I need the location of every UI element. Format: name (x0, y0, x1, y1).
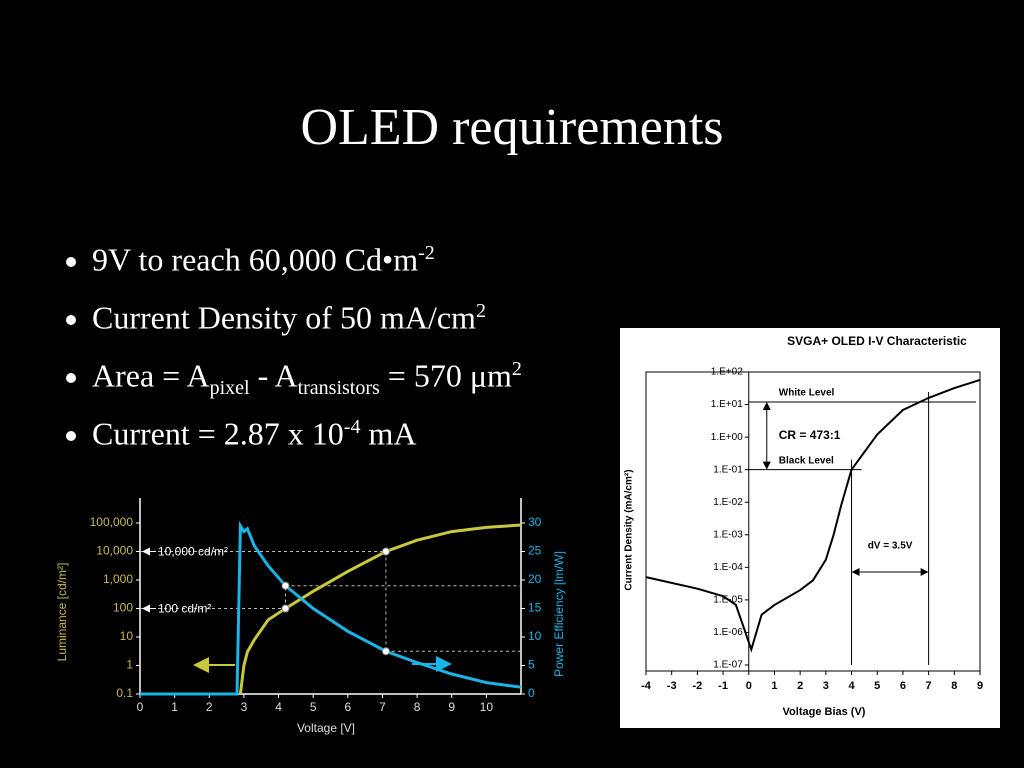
y2-tick-label: 30 (528, 515, 542, 529)
y-tick-label: 10 (120, 629, 134, 643)
y-tick-label: 1.E+01 (711, 399, 743, 410)
series-line (238, 523, 522, 695)
level-label: Black Level (779, 455, 834, 466)
y-tick-label: 1.E-07 (713, 660, 743, 671)
point-marker (381, 547, 390, 556)
y-tick-label: 1.E-03 (713, 529, 743, 540)
y-axis-label: Luminance [cd/m²] (55, 563, 69, 662)
point-marker (281, 581, 290, 590)
x-tick-label: -4 (641, 680, 652, 692)
level-label: White Level (779, 388, 835, 399)
bullet-sup: -2 (418, 242, 435, 264)
bullet-sub: transistors (297, 377, 380, 400)
bullet-text: Current = 2.87 x 10 (92, 415, 344, 452)
x-tick-label: 1 (771, 680, 777, 692)
x-tick-label: 4 (275, 700, 282, 714)
x-tick-label: 9 (448, 700, 455, 714)
x-axis-label: Voltage [V] (297, 721, 355, 735)
slide-title: OLED requirements (300, 99, 724, 156)
plot-frame (645, 371, 981, 672)
x-tick-label: 0 (746, 680, 752, 692)
dv-label: dV = 3.5V (868, 541, 913, 552)
x-tick-label: 1 (171, 700, 178, 714)
x-tick-label: -2 (692, 680, 702, 692)
y-tick-label: 1,000 (103, 572, 133, 586)
y-tick-label: 1.E-01 (713, 464, 743, 475)
y2-tick-label: 25 (528, 544, 542, 558)
x-tick-label: 7 (926, 680, 932, 692)
y2-tick-label: 10 (528, 629, 542, 643)
y2-tick-label: 20 (528, 572, 542, 586)
bullet: Area = Apixel - Atransistors = 570 μm2 (92, 344, 522, 402)
bullet-sub: pixel (209, 377, 250, 400)
x-tick-label: 2 (797, 680, 803, 692)
y-tick-label: 0.1 (116, 686, 133, 700)
series-line (645, 378, 981, 653)
x-tick-label: 9 (977, 680, 983, 692)
bullet-text: - A (249, 357, 298, 394)
x-tick-label: 6 (344, 700, 351, 714)
point-marker (381, 647, 390, 656)
annotation-label: 100 cd/m² (158, 602, 211, 616)
x-tick-label: 6 (900, 680, 906, 692)
bullet-text: Area = A (92, 357, 210, 394)
x-tick-label: 2 (206, 700, 213, 714)
y-tick-label: 1.E-02 (713, 497, 743, 508)
y2-tick-label: 15 (528, 601, 542, 615)
point-marker (281, 604, 290, 613)
contrast-label: CR = 473:1 (779, 428, 841, 442)
chart-title: SVGA+ OLED I-V Characteristic (787, 334, 967, 348)
bullet-sup: 2 (511, 358, 522, 380)
bullet-sup: -4 (343, 416, 361, 438)
y-tick-label: 1.E+00 (711, 432, 743, 443)
bullet-sup: 2 (475, 300, 486, 322)
x-tick-label: 0 (137, 700, 144, 714)
x-tick-label: 10 (480, 700, 494, 714)
x-tick-label: 5 (310, 700, 317, 714)
bullet: Current = 2.87 x 10-4 mA (92, 402, 522, 460)
x-tick-label: 8 (414, 700, 421, 714)
x-tick-label: 4 (848, 680, 855, 692)
y-tick-label: 1.E-06 (713, 627, 743, 638)
annotation-label: 10,000 cd/m² (158, 545, 228, 559)
y-tick-label: 1.E-04 (713, 562, 743, 573)
y-tick-label: 1.E+02 (711, 367, 743, 378)
x-tick-label: 3 (823, 680, 829, 692)
y-axis-label: Current Density (mA/cm²) (624, 469, 635, 590)
x-axis-label: Voltage Bias (V) (783, 706, 866, 718)
y-tick-label: 1 (126, 658, 133, 672)
y-tick-label: 100 (113, 601, 133, 615)
x-tick-label: -3 (667, 680, 677, 692)
bullet-text: Current Density of 50 mA/cm (92, 299, 476, 336)
y2-tick-label: 5 (528, 658, 535, 672)
x-tick-label: 3 (241, 700, 248, 714)
y2-tick-label: 0 (528, 686, 535, 700)
y2-axis-label: Power Efficiency [lm/W] (552, 551, 566, 677)
bullet-list: 9V to reach 60,000 Cd•m-2Current Density… (58, 228, 522, 460)
bullet-text: = 570 μm (379, 357, 512, 394)
bullet-text: mA (360, 415, 417, 452)
x-tick-label: 7 (379, 700, 386, 714)
x-tick-label: 8 (951, 680, 957, 692)
x-tick-label: -1 (718, 680, 728, 692)
bullet: 9V to reach 60,000 Cd•m-2 (92, 228, 522, 286)
bullet-text: 9V to reach 60,000 Cd•m (92, 241, 419, 278)
y-tick-label: 10,000 (96, 544, 133, 558)
bullet: Current Density of 50 mA/cm2 (92, 286, 522, 344)
x-tick-label: 5 (874, 680, 880, 692)
y-tick-label: 100,000 (90, 515, 134, 529)
